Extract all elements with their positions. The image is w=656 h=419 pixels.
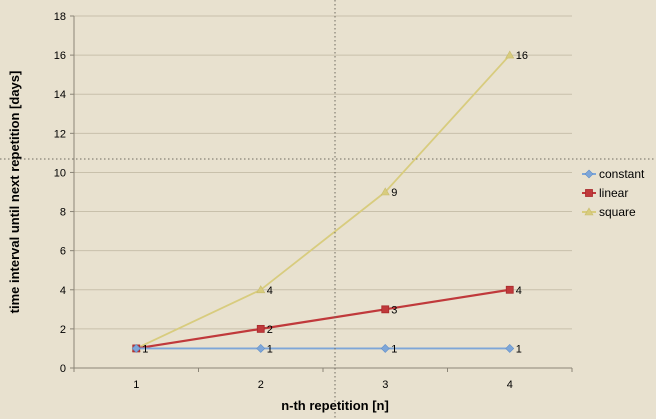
point-linear <box>381 305 390 314</box>
legend-marker-linear <box>585 189 593 197</box>
data-label-linear: 3 <box>391 304 397 316</box>
data-label-constant: 1 <box>391 343 397 355</box>
y-tick-label: 10 <box>54 167 66 179</box>
legend-label-square: square <box>599 205 636 219</box>
x-tick-label: 3 <box>382 379 388 391</box>
legend: constant linear square <box>582 167 645 219</box>
y-tick-label: 6 <box>60 246 66 258</box>
y-tick-label: 16 <box>54 50 66 62</box>
y-tick-label: 2 <box>60 324 66 336</box>
legend-item-constant: constant <box>582 167 645 181</box>
grid-layer <box>74 15 572 330</box>
series-square <box>131 50 515 352</box>
legend-item-linear: linear <box>582 186 628 200</box>
x-tick-label: 4 <box>507 379 513 391</box>
series-layer <box>131 50 515 353</box>
y-tick-label: 0 <box>60 363 66 375</box>
x-tick-label: 1 <box>133 379 139 391</box>
point-constant <box>256 344 266 353</box>
point-square <box>256 285 266 294</box>
y-tick-label: 8 <box>60 207 66 219</box>
series-constant <box>131 344 515 353</box>
y-tick-label: 14 <box>54 89 66 101</box>
data-label-square: 4 <box>267 285 273 297</box>
legend-label-constant: constant <box>599 167 645 181</box>
y-tick-label: 4 <box>60 285 66 297</box>
y-tick-label: 12 <box>54 128 66 140</box>
series-line-linear <box>136 288 510 350</box>
data-label-square: 9 <box>391 187 397 199</box>
series-line-square <box>135 54 511 350</box>
legend-marker-constant <box>584 169 594 179</box>
point-constant <box>131 344 141 353</box>
data-labels: 1 1 1 1 2 3 4 4 9 16 <box>142 50 528 355</box>
data-label-square: 16 <box>516 50 528 62</box>
x-axis-title: n-th repetition [n] <box>281 398 389 413</box>
point-square <box>380 187 390 196</box>
point-linear <box>256 324 265 333</box>
data-label-constant: 1 <box>267 343 273 355</box>
legend-marker-square <box>584 207 594 216</box>
legend-label-linear: linear <box>599 186 628 200</box>
point-constant <box>380 344 390 353</box>
data-label-linear: 2 <box>267 324 273 336</box>
x-tick-label: 2 <box>258 379 264 391</box>
data-label-constant: 1 <box>516 343 522 355</box>
y-tick-label: 18 <box>54 11 66 23</box>
data-label-linear: 4 <box>516 285 522 297</box>
point-linear <box>505 285 514 294</box>
point-constant <box>505 344 515 353</box>
y-axis-title: time interval until next repetition [day… <box>7 71 22 314</box>
series-linear <box>132 285 514 353</box>
point-square <box>505 50 515 59</box>
data-label-constant: 1 <box>142 343 148 355</box>
legend-item-square: square <box>582 205 636 219</box>
